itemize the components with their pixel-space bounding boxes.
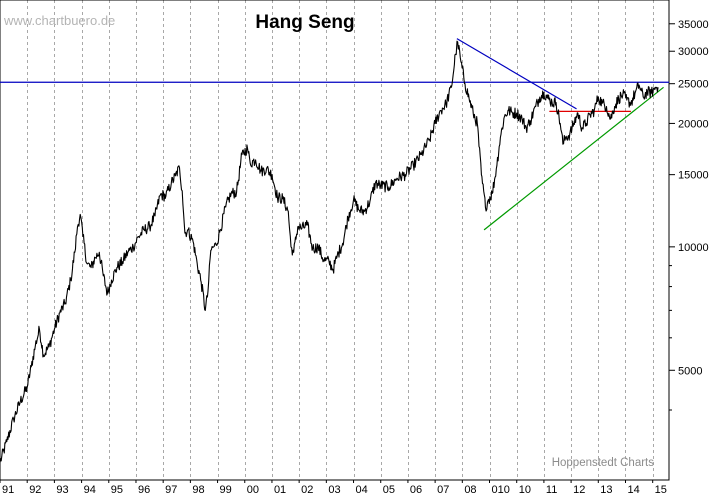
y-tick-label-0: 35000 — [678, 19, 709, 31]
trendline-1 — [456, 38, 577, 110]
x-tick-label-0: 91 — [2, 484, 14, 495]
y-tick-label-5: 10000 — [678, 242, 709, 254]
x-tick-label-14: 05 — [383, 484, 395, 495]
x-tick-label-2: 93 — [56, 484, 68, 495]
y-tick-label-4: 15000 — [678, 170, 709, 182]
x-tick-label-1: 92 — [29, 484, 41, 495]
plot-frame — [0, 0, 670, 481]
x-tick-label-12: 03 — [328, 484, 340, 495]
x-tick-label-11: 02 — [301, 484, 313, 495]
x-tick-label-13: 04 — [356, 484, 368, 495]
x-tick-label-21: 12 — [573, 484, 585, 495]
x-tick-label-6: 97 — [165, 484, 177, 495]
x-tick-label-8: 99 — [220, 484, 232, 495]
y-tick-label-6: 5000 — [678, 365, 702, 377]
x-tick-label-5: 96 — [138, 484, 150, 495]
x-tick-label-9: 00 — [247, 484, 259, 495]
x-tick-label-20: 11 — [546, 484, 557, 495]
x-tick-label-10: 01 — [274, 484, 286, 495]
x-axis: 91 92 93 94 95 96 97 98 99 00 01 02 03 04 05 06 07 08 010 1… — [0, 480, 667, 495]
credit-label: Hoppenstedt Charts — [552, 457, 655, 469]
y-tick-label-3: 20000 — [678, 118, 709, 130]
x-tick-label-19: 10 — [519, 484, 531, 495]
y-tick-label-1: 30000 — [678, 46, 709, 58]
x-tick-label-15: 06 — [410, 484, 422, 495]
x-tick-label-22: 13 — [600, 484, 612, 495]
trendline-2 — [483, 86, 664, 231]
watermark: www.chartbuero.de — [3, 13, 115, 28]
x-tick-label-3: 94 — [84, 484, 96, 495]
price-series — [0, 40, 659, 463]
x-tick-label-18: 010 — [492, 484, 510, 495]
trendlines — [0, 38, 669, 231]
chart-title: Hang Seng — [255, 12, 354, 33]
series-line-0 — [0, 40, 659, 463]
x-tick-label-23: 14 — [627, 484, 639, 495]
x-tick-label-16: 07 — [437, 484, 449, 495]
x-tick-label-7: 98 — [192, 484, 204, 495]
x-tick-label-4: 95 — [111, 484, 123, 495]
y-axis: 35000 30000 25000 20000 15000 10000 5000 — [669, 19, 709, 411]
y-tick-label-2: 25000 — [678, 79, 709, 91]
x-tick-label-24: 15 — [655, 484, 667, 495]
x-tick-label-17: 08 — [464, 484, 476, 495]
